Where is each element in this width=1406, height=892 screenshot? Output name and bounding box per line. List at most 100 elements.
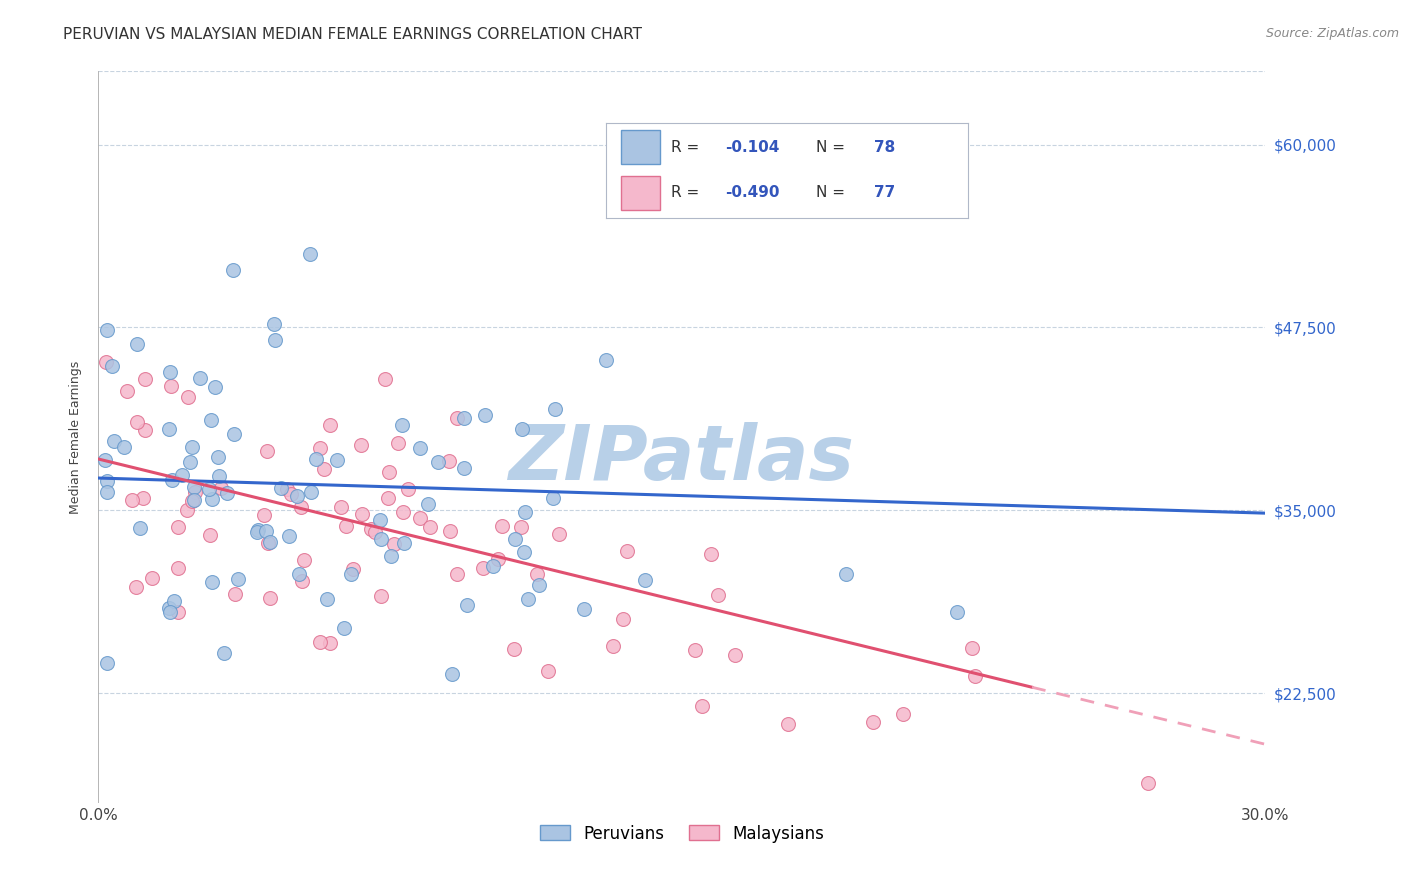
Point (690, 699, 713, 714)
Point (96, 474, 118, 488)
Point (103, 434, 125, 448)
Point (270, 481, 292, 495)
Point (201, 492, 224, 507)
Point (170, 467, 193, 482)
Point (159, 605, 181, 619)
Point (93, 453, 115, 467)
Point (299, 484, 322, 499)
Point (439, 524, 461, 538)
Point (962, 641, 984, 656)
Point (426, 455, 449, 469)
Point (315, 591, 337, 606)
Point (408, 511, 430, 525)
Point (162, 473, 184, 487)
Point (437, 454, 460, 468)
Point (481, 559, 503, 574)
Point (204, 380, 226, 394)
Point (134, 372, 156, 386)
Point (419, 520, 441, 534)
Point (121, 493, 143, 508)
Point (183, 493, 205, 508)
Point (707, 588, 730, 602)
Point (332, 621, 354, 635)
Point (176, 503, 198, 517)
Point (634, 573, 657, 587)
Point (541, 491, 564, 506)
Point (474, 408, 496, 422)
Point (96, 323, 118, 337)
Point (318, 635, 340, 649)
Point (280, 487, 302, 501)
Point (515, 505, 537, 519)
Point (505, 532, 527, 546)
Point (132, 491, 155, 505)
Point (294, 553, 316, 567)
Point (188, 371, 211, 385)
Point (117, 384, 139, 399)
Point (374, 371, 396, 385)
Point (370, 513, 392, 527)
Point (212, 646, 235, 660)
Point (394, 535, 416, 549)
Point (340, 567, 363, 582)
Point (201, 574, 224, 589)
Point (349, 438, 371, 452)
Point (472, 561, 495, 575)
Point (616, 543, 638, 558)
Point (221, 262, 243, 277)
Point (127, 415, 149, 429)
Point (352, 507, 374, 521)
Point (163, 594, 186, 608)
Point (257, 536, 280, 550)
Point (370, 532, 392, 546)
Point (179, 455, 201, 469)
Point (259, 535, 281, 549)
Point (544, 402, 567, 417)
Text: Source: ZipAtlas.com: Source: ZipAtlas.com (1265, 27, 1399, 40)
Point (224, 427, 246, 442)
Point (157, 601, 180, 615)
Point (160, 379, 183, 393)
Point (946, 605, 969, 619)
Point (256, 444, 278, 458)
Point (183, 480, 205, 494)
Point (391, 417, 413, 432)
Point (299, 247, 322, 261)
Point (382, 536, 405, 550)
Point (834, 566, 856, 581)
Point (330, 500, 353, 515)
Point (246, 525, 269, 540)
Point (453, 461, 475, 475)
Point (537, 664, 560, 678)
Point (198, 483, 221, 497)
Point (409, 441, 432, 455)
Point (486, 552, 509, 566)
Point (100, 359, 122, 374)
Point (529, 577, 551, 591)
Point (516, 591, 538, 606)
Point (159, 365, 181, 379)
Point (602, 639, 624, 653)
Point (683, 643, 706, 657)
Point (288, 567, 311, 582)
Point (572, 601, 595, 615)
Point (342, 562, 364, 576)
Point (963, 669, 986, 683)
Point (96, 656, 118, 670)
Point (217, 486, 239, 500)
Point (291, 574, 314, 588)
Point (94, 355, 117, 369)
Point (141, 571, 163, 585)
Y-axis label: Median Female Earnings: Median Female Earnings (69, 360, 83, 514)
Point (396, 482, 419, 496)
Point (1136, 776, 1159, 790)
Point (440, 666, 463, 681)
Point (208, 468, 231, 483)
Point (526, 566, 548, 581)
Point (370, 589, 392, 603)
Point (891, 706, 914, 721)
Point (96, 485, 118, 500)
Point (503, 641, 526, 656)
Point (387, 436, 409, 450)
Point (510, 422, 533, 436)
